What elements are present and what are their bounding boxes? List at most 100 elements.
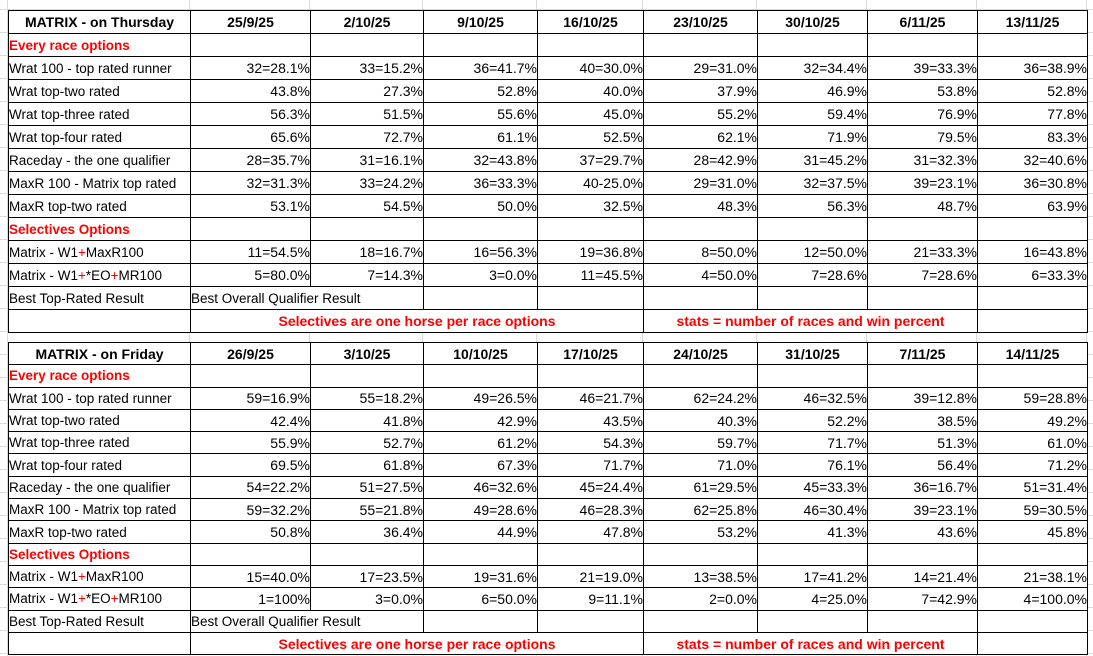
cell[interactable] <box>757 33 868 57</box>
cell[interactable]: 44.9% <box>423 520 538 544</box>
row-label-cell[interactable]: Best Top-Rated Result <box>8 609 191 633</box>
cell[interactable]: 71.2% <box>977 453 1088 477</box>
cell[interactable]: 62=25.8% <box>643 498 758 522</box>
cell[interactable]: 21=38.1% <box>977 564 1088 589</box>
cell[interactable]: 32=37.5% <box>757 171 868 195</box>
cell[interactable]: 42.4% <box>190 408 311 433</box>
date-header-cell[interactable]: 26/9/25 <box>190 341 311 366</box>
cell[interactable]: 18=16.7% <box>310 240 424 264</box>
cell[interactable]: 31=16.1% <box>310 148 424 172</box>
table-title-cell[interactable]: MATRIX - on Friday <box>8 341 191 366</box>
row-label-cell[interactable]: Best Top-Rated Result <box>8 286 191 310</box>
cell[interactable] <box>423 286 538 310</box>
cell[interactable]: 52.5% <box>537 125 644 149</box>
date-header-cell[interactable]: 6/11/25 <box>867 10 978 34</box>
cell[interactable]: 43.6% <box>867 520 978 544</box>
cell[interactable]: 77.8% <box>977 102 1088 126</box>
cell[interactable] <box>190 364 311 388</box>
cell[interactable]: 46.9% <box>757 79 868 103</box>
section-label-cell[interactable]: Selectives Options <box>8 542 191 566</box>
cell[interactable] <box>867 609 978 633</box>
cell[interactable] <box>8 309 191 333</box>
cell[interactable]: 46=30.4% <box>757 498 868 522</box>
cell[interactable]: 14=21.4% <box>867 564 978 589</box>
cell[interactable]: 32=43.8% <box>423 148 538 172</box>
cell[interactable] <box>643 286 758 310</box>
cell[interactable] <box>423 217 538 241</box>
cell[interactable] <box>423 609 538 633</box>
cell[interactable]: 49=26.5% <box>423 386 538 410</box>
date-header-cell[interactable]: 3/10/25 <box>310 341 424 366</box>
cell[interactable]: 52.8% <box>977 79 1088 103</box>
cell[interactable]: 29=31.0% <box>643 171 758 195</box>
cell[interactable] <box>190 542 311 566</box>
cell[interactable]: 6=50.0% <box>423 587 538 611</box>
cell[interactable]: 52.8% <box>423 79 538 103</box>
date-header-cell[interactable]: 9/10/25 <box>423 10 538 34</box>
cell[interactable] <box>757 364 868 388</box>
section-label-cell[interactable]: Selectives Options <box>8 217 191 241</box>
cell[interactable]: 11=54.5% <box>190 240 311 264</box>
cell[interactable]: 33=15.2% <box>310 56 424 80</box>
cell[interactable] <box>310 364 424 388</box>
date-header-cell[interactable]: 17/10/25 <box>537 341 644 366</box>
cell[interactable]: 32=31.3% <box>190 171 311 195</box>
cell[interactable]: 28=35.7% <box>190 148 311 172</box>
cell[interactable]: 38.5% <box>867 408 978 433</box>
cell[interactable]: 1=100% <box>190 587 311 611</box>
cell[interactable]: 15=40.0% <box>190 564 311 589</box>
cell[interactable]: 8=50.0% <box>643 240 758 264</box>
cell[interactable] <box>757 286 868 310</box>
row-label-cell[interactable]: Wrat 100 - top rated runner <box>8 56 191 80</box>
cell[interactable]: 46=32.6% <box>423 475 538 500</box>
cell[interactable]: 61.0% <box>977 431 1088 455</box>
cell[interactable]: 65.6% <box>190 125 311 149</box>
cell[interactable]: 17=41.2% <box>757 564 868 589</box>
cell[interactable] <box>867 542 978 566</box>
cell[interactable]: 32=34.4% <box>757 56 868 80</box>
cell[interactable] <box>977 33 1088 57</box>
cell[interactable]: 59=16.9% <box>190 386 311 410</box>
cell[interactable]: 11=45.5% <box>537 263 644 287</box>
cell[interactable]: 50.8% <box>190 520 311 544</box>
cell[interactable]: 55.9% <box>190 431 311 455</box>
cell[interactable]: 13=38.5% <box>643 564 758 589</box>
cell[interactable]: 36=16.7% <box>867 475 978 500</box>
cell[interactable] <box>757 217 868 241</box>
cell[interactable]: 6=33.3% <box>977 263 1088 287</box>
cell[interactable]: 46=28.3% <box>537 498 644 522</box>
cell[interactable]: 40.3% <box>643 408 758 433</box>
cell[interactable] <box>643 217 758 241</box>
cell[interactable]: 61=29.5% <box>643 475 758 500</box>
cell[interactable]: 32=40.6% <box>977 148 1088 172</box>
cell[interactable] <box>423 542 538 566</box>
cell[interactable]: 39=12.8% <box>867 386 978 410</box>
cell[interactable] <box>423 33 538 57</box>
cell[interactable]: 29=31.0% <box>643 56 758 80</box>
cell[interactable]: 28=42.9% <box>643 148 758 172</box>
cell[interactable]: 51=31.4% <box>977 475 1088 500</box>
cell[interactable]: 43.8% <box>190 79 311 103</box>
cell[interactable]: 49.2% <box>977 408 1088 433</box>
date-header-cell[interactable]: 2/10/25 <box>310 10 424 34</box>
date-header-cell[interactable]: 10/10/25 <box>423 341 538 366</box>
cell[interactable] <box>643 364 758 388</box>
cell[interactable]: 54=22.2% <box>190 475 311 500</box>
cell[interactable]: 36=33.3% <box>423 171 538 195</box>
row-label-cell[interactable]: Wrat top-two rated <box>8 79 191 103</box>
row-label-cell[interactable]: MaxR 100 - Matrix top rated <box>8 171 191 195</box>
cell[interactable] <box>190 33 311 57</box>
cell[interactable] <box>867 364 978 388</box>
cell[interactable]: 19=31.6% <box>423 564 538 589</box>
cell[interactable]: 37=29.7% <box>537 148 644 172</box>
cell[interactable]: 39=23.1% <box>867 498 978 522</box>
cell[interactable]: 55=18.2% <box>310 386 424 410</box>
cell[interactable] <box>977 631 1088 656</box>
cell[interactable]: 61.8% <box>310 453 424 477</box>
cell[interactable]: 48.7% <box>867 194 978 218</box>
row-label-cell[interactable]: Wrat top-two rated <box>8 408 191 433</box>
cell[interactable]: 32.5% <box>537 194 644 218</box>
cell[interactable]: 2=0.0% <box>643 587 758 611</box>
table-title-cell[interactable]: MATRIX - on Thursday <box>8 10 191 34</box>
row-label-cell[interactable]: Wrat top-three rated <box>8 431 191 455</box>
